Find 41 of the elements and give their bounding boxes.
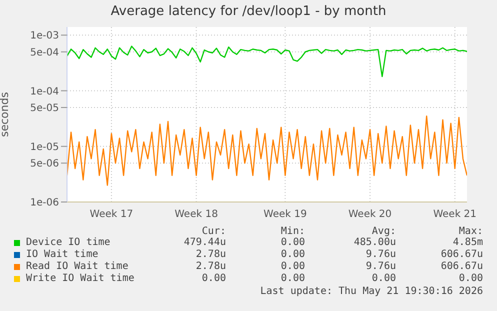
text: Last update: Thu May 21 19:30:16 2026 bbox=[260, 286, 483, 297]
x-tick-label: Week 18 bbox=[174, 209, 218, 220]
text: 0.00 bbox=[280, 261, 305, 272]
text: 0.00 bbox=[280, 249, 305, 260]
text: Max: bbox=[458, 226, 483, 237]
text: 9.76u bbox=[364, 261, 396, 272]
y-tick-label: 5e-06 bbox=[30, 158, 59, 170]
x-tick-label: Week 17 bbox=[90, 209, 134, 220]
text: 0.00 bbox=[458, 273, 483, 284]
text: 2.78u bbox=[194, 249, 226, 260]
chart-title: Average latency for /dev/loop1 - by month bbox=[110, 4, 388, 19]
text: Cur: bbox=[200, 226, 226, 237]
x-tick-label: Week 19 bbox=[264, 209, 307, 220]
line-series bbox=[67, 46, 467, 78]
text: 0.00 bbox=[280, 237, 305, 248]
x-tick-label: Week 21 bbox=[433, 209, 477, 220]
text: 0.00 bbox=[200, 273, 226, 284]
legend-label: Device IO time bbox=[26, 237, 110, 248]
text: 0.00 bbox=[280, 273, 305, 284]
text: Avg: bbox=[370, 226, 396, 237]
text: 479.44u bbox=[182, 237, 226, 248]
text: 4.85m bbox=[452, 237, 483, 248]
text: 9.76u bbox=[364, 249, 396, 260]
y-tick-label: 1e-03 bbox=[30, 30, 59, 42]
legend-label: Write IO Wait time bbox=[26, 273, 134, 284]
text: 2.78u bbox=[194, 261, 226, 272]
y-axis-title: seconds bbox=[0, 92, 11, 137]
line-series bbox=[67, 116, 467, 186]
y-tick-label: 1e-06 bbox=[30, 198, 59, 209]
text: 606.67u bbox=[440, 249, 483, 260]
legend-label: IO Wait time bbox=[26, 249, 98, 260]
x-tick-label: Week 20 bbox=[348, 209, 392, 220]
legend-label: Read IO Wait time bbox=[26, 261, 128, 272]
text: 485.00u bbox=[352, 237, 396, 248]
y-tick-label: 5e-04 bbox=[30, 47, 59, 58]
text: Min: bbox=[280, 226, 305, 237]
y-tick-label: 1e-05 bbox=[30, 142, 59, 153]
y-tick-label: 5e-05 bbox=[30, 103, 59, 114]
text: 606.67u bbox=[440, 261, 483, 272]
text: 0.00 bbox=[370, 273, 396, 284]
y-tick-label: 1e-04 bbox=[30, 86, 59, 98]
